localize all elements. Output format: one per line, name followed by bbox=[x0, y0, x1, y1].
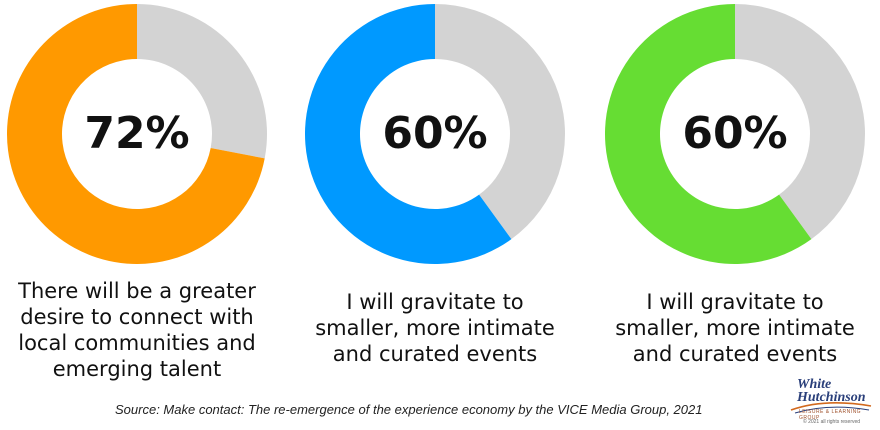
caption-line: emerging talent bbox=[52, 357, 222, 381]
donut-caption-2: I will gravitate to smaller, more intima… bbox=[300, 289, 570, 367]
logo-line-1: White bbox=[797, 377, 832, 392]
donut-value-slice-1 bbox=[7, 4, 265, 264]
logo-line-2: Hutchinson bbox=[797, 390, 866, 405]
donut-chart-2: 60% I will gravitate to smaller, more in… bbox=[300, 0, 570, 400]
donut-svg-1 bbox=[7, 4, 267, 264]
caption-line: I will gravitate to bbox=[346, 290, 524, 314]
source-citation: Source: Make contact: The re-emergence o… bbox=[115, 402, 703, 417]
donut-value-slice-3 bbox=[605, 4, 812, 264]
caption-line: There will be a greater bbox=[18, 279, 256, 303]
donut-chart-1: 72% There will be a greater desire to co… bbox=[2, 0, 272, 400]
caption-line: and curated events bbox=[632, 342, 838, 366]
donut-svg-2 bbox=[305, 4, 565, 264]
donut-remainder-slice-3 bbox=[735, 4, 865, 240]
donut-chart-3: 60% I will gravitate to smaller, more in… bbox=[600, 0, 870, 400]
donut-remainder-slice-1 bbox=[137, 4, 267, 159]
caption-line: desire to connect with bbox=[20, 305, 254, 329]
donut-remainder-slice-2 bbox=[435, 4, 565, 240]
caption-line: smaller, more intimate bbox=[315, 316, 555, 340]
logo-tagline: LEISURE & LEARNING GROUP bbox=[799, 409, 862, 421]
logo-swoosh-icon bbox=[790, 402, 872, 414]
caption-line: and curated events bbox=[332, 342, 538, 366]
donut-caption-3: I will gravitate to smaller, more intima… bbox=[600, 289, 870, 367]
logo-copyright: © 2021 all rights reserved bbox=[803, 419, 861, 425]
caption-line: smaller, more intimate bbox=[615, 316, 855, 340]
donut-caption-1: There will be a greater desire to connec… bbox=[2, 278, 272, 382]
donut-svg-3 bbox=[605, 4, 865, 264]
caption-line: I will gravitate to bbox=[646, 290, 824, 314]
donut-percent-label-3: 60% bbox=[682, 108, 788, 159]
white-hutchinson-logo: White Hutchinson LEISURE & LEARNING GROU… bbox=[785, 376, 875, 428]
donut-value-slice-2 bbox=[305, 4, 512, 264]
caption-line: local communities and bbox=[18, 331, 256, 355]
donut-percent-label-2: 60% bbox=[382, 108, 488, 159]
donut-percent-label-1: 72% bbox=[84, 108, 190, 159]
logo-name: White Hutchinson bbox=[797, 377, 866, 405]
